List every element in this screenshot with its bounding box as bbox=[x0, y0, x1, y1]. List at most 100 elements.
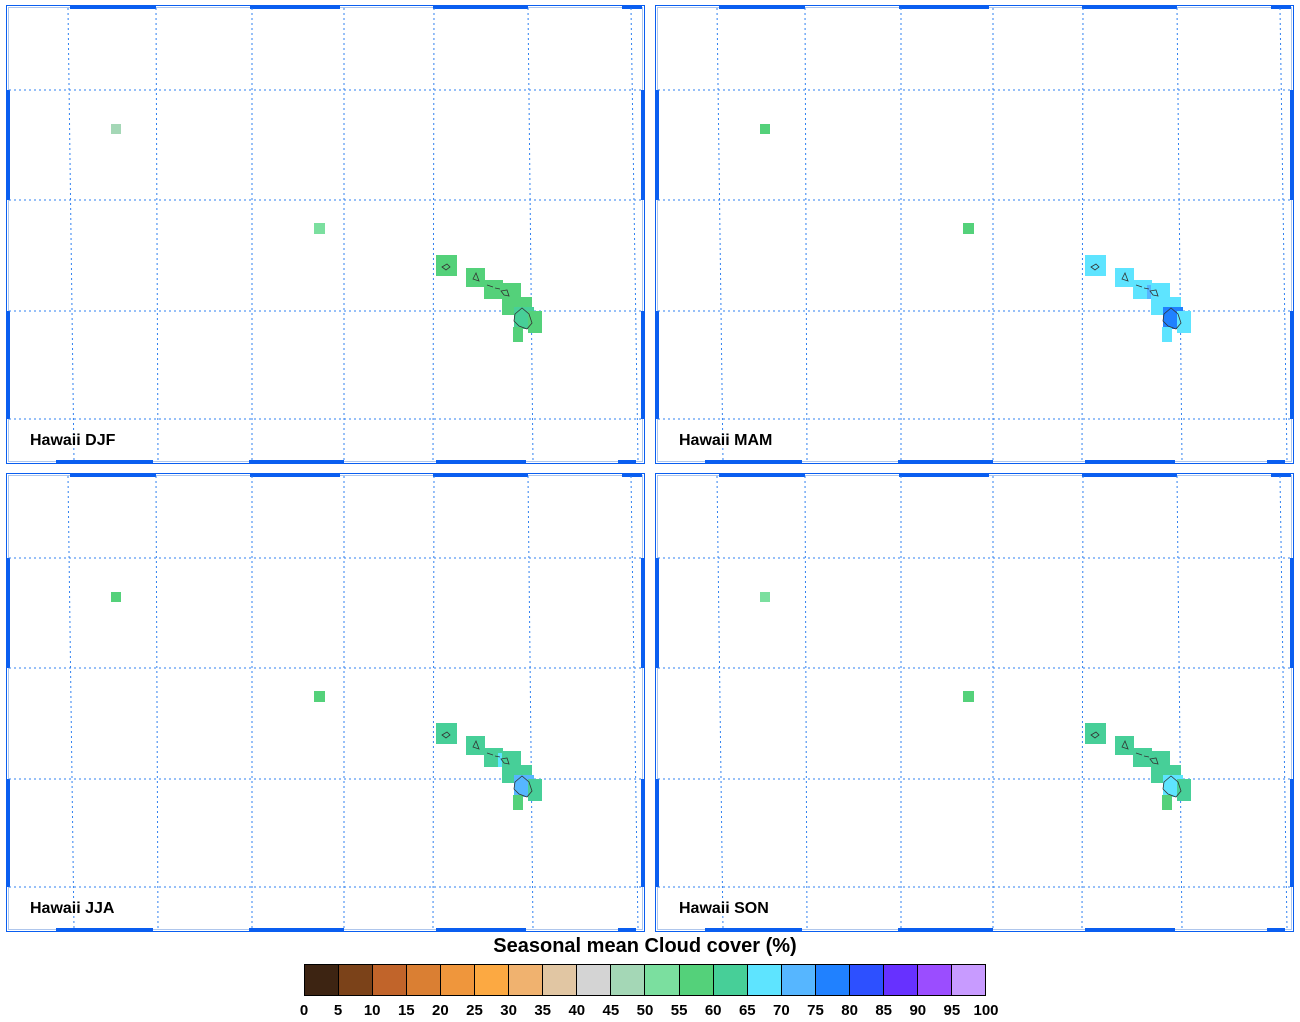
data-cell-hawaii-e bbox=[1177, 311, 1191, 333]
frame-tick-top bbox=[719, 5, 805, 9]
colorbar-swatch-35-40 bbox=[543, 965, 578, 995]
frame-tick-bottom bbox=[1267, 460, 1285, 464]
frame-tick-top bbox=[899, 473, 989, 477]
frame-tick-bottom bbox=[249, 928, 344, 932]
frame-tick-left bbox=[655, 311, 659, 419]
frame-tick-top bbox=[622, 473, 642, 477]
meridian-line bbox=[1081, 475, 1084, 930]
colorbar-swatch-90-95 bbox=[917, 965, 952, 995]
frame-tick-bottom bbox=[1267, 928, 1285, 932]
data-cell-hawaii-s bbox=[1162, 795, 1172, 810]
molokai-outline bbox=[486, 284, 501, 290]
colorbar-tick-label: 100 bbox=[973, 1002, 999, 1019]
frame-tick-bottom bbox=[898, 460, 993, 464]
frame-tick-left bbox=[6, 779, 10, 887]
meridian-line bbox=[527, 475, 534, 930]
colorbar-tick-label: 15 bbox=[397, 1002, 415, 1019]
maui-outline bbox=[1149, 757, 1159, 765]
meridian-line bbox=[630, 475, 639, 930]
frame-tick-bottom bbox=[1085, 460, 1175, 464]
colorbar-swatch-50-55 bbox=[645, 965, 680, 995]
colorbar-swatch-95-100 bbox=[951, 965, 985, 995]
meridian-line bbox=[1176, 7, 1183, 462]
colorbar-tick-label: 40 bbox=[568, 1002, 586, 1019]
colorbar-swatch-60-65 bbox=[713, 965, 748, 995]
colorbar bbox=[304, 964, 986, 996]
meridian-line bbox=[804, 7, 808, 462]
frame-tick-left bbox=[655, 90, 659, 200]
colorbar-tick-label: 90 bbox=[909, 1002, 927, 1019]
colorbar-tick-label: 5 bbox=[333, 1002, 343, 1019]
data-cell-oahu bbox=[466, 736, 485, 755]
meridian-line bbox=[1279, 7, 1288, 462]
colorbar-tick-label: 75 bbox=[807, 1002, 824, 1019]
map-border bbox=[6, 473, 645, 932]
colorbar-tick-label: 35 bbox=[534, 1002, 552, 1019]
frame-tick-bottom bbox=[705, 460, 802, 464]
colorbar-swatch-85-90 bbox=[883, 965, 918, 995]
data-cell-kure bbox=[111, 592, 121, 602]
map-panel-djf: Hawaii DJF bbox=[6, 5, 645, 464]
maui-outline bbox=[500, 757, 510, 765]
map-panel-mam: Hawaii MAM bbox=[655, 5, 1294, 464]
data-cell-kure bbox=[760, 592, 770, 602]
frame-tick-right bbox=[1290, 779, 1294, 887]
frame-tick-bottom bbox=[56, 928, 153, 932]
frame-tick-bottom bbox=[618, 928, 636, 932]
frame-tick-right bbox=[641, 779, 645, 887]
frame-tick-top bbox=[899, 5, 989, 9]
frame-tick-top bbox=[250, 5, 340, 9]
meridian-line bbox=[155, 475, 159, 930]
meridian-line bbox=[1081, 7, 1084, 462]
frame-tick-bottom bbox=[898, 928, 993, 932]
oahu-outline bbox=[472, 272, 480, 282]
colorbar-swatch-30-35 bbox=[509, 965, 544, 995]
frame-tick-right bbox=[1290, 90, 1294, 200]
kauai-outline bbox=[1090, 263, 1100, 271]
map-panel-son: Hawaii SON bbox=[655, 473, 1294, 932]
hawaii-outline bbox=[513, 775, 533, 798]
panel-title: Hawaii JJA bbox=[30, 900, 115, 917]
frame-tick-top bbox=[250, 473, 340, 477]
frame-tick-top bbox=[70, 5, 156, 9]
frame-tick-bottom bbox=[1085, 928, 1175, 932]
data-cell-hawaii-e bbox=[1177, 779, 1191, 801]
meridian-line bbox=[630, 7, 639, 462]
colorbar-tick-label: 20 bbox=[432, 1002, 449, 1019]
hawaii-outline bbox=[513, 307, 533, 330]
frame-tick-left bbox=[655, 779, 659, 887]
colorbar-tick-label: 30 bbox=[500, 1002, 517, 1019]
frame-tick-right bbox=[641, 90, 645, 200]
frame-tick-left bbox=[655, 558, 659, 668]
hawaii-outline bbox=[1162, 307, 1182, 330]
data-cell-kauai bbox=[1085, 723, 1106, 744]
frame-tick-top bbox=[1271, 5, 1291, 9]
maui-outline bbox=[1149, 289, 1159, 297]
panel-title: Hawaii DJF bbox=[30, 432, 116, 449]
meridian-line bbox=[432, 475, 435, 930]
map-canvas bbox=[6, 473, 645, 932]
data-cell-nihoa bbox=[314, 691, 325, 702]
maui-outline bbox=[500, 289, 510, 297]
colorbar-tick-label: 55 bbox=[670, 1002, 688, 1019]
frame-tick-right bbox=[1290, 311, 1294, 419]
oahu-outline bbox=[1121, 740, 1129, 750]
meridian-line bbox=[716, 475, 724, 930]
map-canvas bbox=[6, 5, 645, 464]
map-border bbox=[655, 473, 1294, 932]
data-cell-kauai bbox=[436, 255, 457, 276]
molokai-outline bbox=[486, 752, 501, 758]
colorbar-swatch-0-5 bbox=[305, 965, 340, 995]
meridian-line bbox=[432, 7, 435, 462]
data-cell-oahu bbox=[1115, 736, 1134, 755]
frame-tick-bottom bbox=[249, 460, 344, 464]
data-cell-hawaii-e bbox=[528, 311, 542, 333]
hawaii-outline bbox=[1162, 775, 1182, 798]
meridian-line bbox=[716, 7, 724, 462]
molokai-outline bbox=[1135, 284, 1150, 290]
colorbar-tick-label: 85 bbox=[875, 1002, 893, 1019]
map-border bbox=[655, 5, 1294, 464]
colorbar-tick-label: 10 bbox=[363, 1002, 381, 1019]
map-border bbox=[6, 5, 645, 464]
frame-tick-top bbox=[1082, 5, 1177, 9]
